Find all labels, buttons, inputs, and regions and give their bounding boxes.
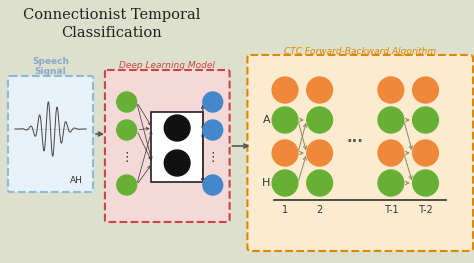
Text: 2: 2 [317,205,323,215]
Circle shape [378,107,404,133]
Circle shape [117,92,137,112]
Circle shape [272,170,298,196]
Circle shape [117,120,137,140]
Circle shape [307,140,332,166]
Circle shape [203,120,223,140]
Text: H: H [262,178,270,188]
Circle shape [378,140,404,166]
Text: CTC Forward-Backward Algorithm: CTC Forward-Backward Algorithm [284,47,436,56]
Circle shape [413,107,438,133]
Circle shape [307,170,332,196]
Text: A: A [263,115,270,125]
Text: ...: ... [347,129,364,144]
Circle shape [272,140,298,166]
Circle shape [413,77,438,103]
Circle shape [164,150,190,176]
Bar [151,112,203,182]
Circle shape [307,107,332,133]
Text: AH: AH [70,176,83,185]
Text: Speech
Signal: Speech Signal [32,57,69,76]
FancyBboxPatch shape [247,55,473,251]
Text: T-2: T-2 [418,205,433,215]
Circle shape [272,77,298,103]
Text: Connectionist Temporal
Classification: Connectionist Temporal Classification [23,8,201,41]
Text: T-1: T-1 [383,205,398,215]
Circle shape [203,175,223,195]
FancyBboxPatch shape [105,70,229,222]
Circle shape [164,115,190,141]
Circle shape [378,170,404,196]
Circle shape [272,107,298,133]
Circle shape [413,140,438,166]
Text: 1: 1 [282,205,288,215]
Circle shape [307,77,332,103]
Text: ⋮: ⋮ [120,151,133,164]
Circle shape [203,92,223,112]
Circle shape [413,170,438,196]
Circle shape [378,77,404,103]
Circle shape [117,175,137,195]
FancyBboxPatch shape [8,76,93,192]
Text: ⋮: ⋮ [207,151,219,164]
Text: Deep Learning Model: Deep Learning Model [119,61,215,70]
